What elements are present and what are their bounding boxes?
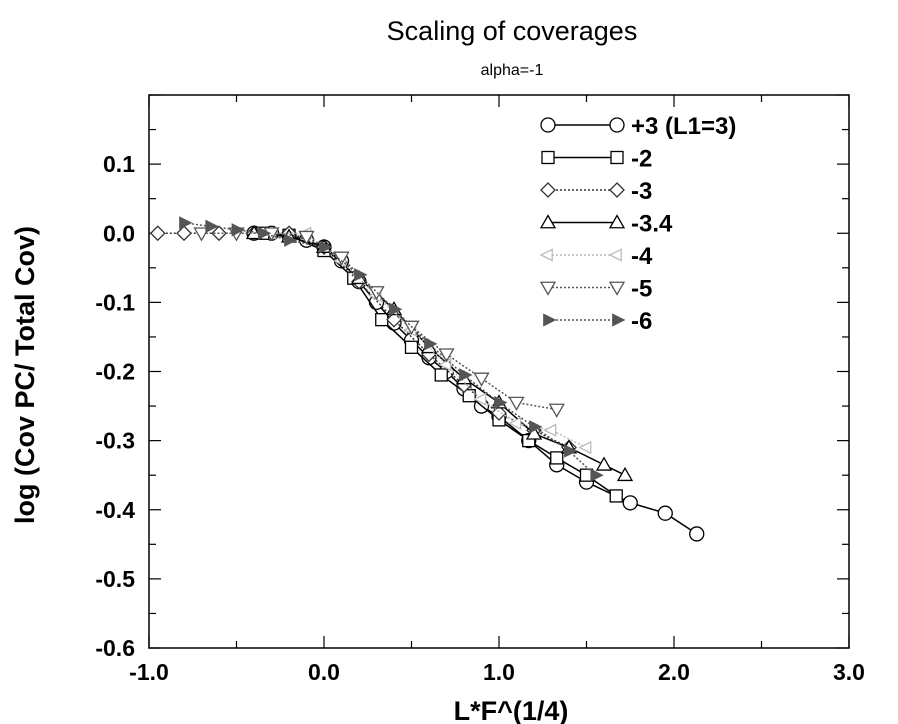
y-tick-label: -0.2 (95, 359, 135, 385)
legend-marker (608, 214, 626, 229)
chart-subtitle: alpha=-1 (481, 62, 544, 79)
series-7 (179, 216, 604, 482)
y-tick-label: -0.1 (95, 289, 135, 315)
data-point (389, 302, 403, 316)
data-point (508, 416, 522, 430)
data-point (375, 313, 389, 327)
data-point (231, 223, 245, 237)
legend-entry: -2 (541, 146, 652, 173)
x-axis-label: L*F^(1/4) (454, 696, 569, 724)
x-tick-label: -1.0 (129, 659, 169, 685)
y-tick-label: 0.1 (103, 151, 135, 177)
data-point (434, 368, 448, 382)
plot-frame (148, 94, 850, 649)
legend-label: -6 (631, 308, 652, 335)
data-point (257, 226, 272, 240)
data-point (459, 368, 473, 382)
series-line (253, 232, 626, 476)
legend-marker (539, 248, 553, 262)
legend-marker (612, 313, 626, 327)
data-point (616, 466, 634, 482)
data-point (550, 451, 564, 465)
data-point (176, 225, 192, 242)
legend-marker (539, 214, 557, 229)
data-point (543, 423, 557, 437)
data-point (354, 268, 368, 282)
legend-marker (541, 150, 555, 165)
data-point (622, 495, 638, 511)
x-tick-labels: -1.0 0.0 1.0 2.0 3.0 (129, 659, 865, 685)
legend-marker (539, 281, 557, 296)
legend-entry: -4 (539, 243, 653, 270)
data-point (564, 444, 578, 458)
data-point (595, 456, 613, 471)
y-axis-label: log (Cov PC/ Total Cov) (10, 226, 40, 524)
chart-title: Scaling of coverages (387, 16, 638, 46)
legend-label: -3.4 (631, 211, 673, 238)
legend-entry: -6 (543, 308, 652, 335)
legend-marker (609, 117, 625, 133)
data-point (386, 311, 402, 328)
y-tick-label: -0.5 (95, 566, 135, 592)
series-layer (149, 216, 705, 542)
series-line (157, 232, 570, 449)
data-point (525, 425, 543, 440)
legend-entry: -3 (540, 178, 652, 205)
data-point (438, 357, 452, 372)
data-point (319, 240, 333, 254)
legend-label: -4 (631, 243, 653, 270)
data-point (193, 227, 210, 242)
legend-entry: -3.4 (539, 211, 673, 238)
x-tick-label: 0.0 (308, 659, 340, 685)
data-point (179, 216, 193, 230)
y-tick-label: -0.3 (95, 428, 135, 454)
legend: +3 (L1=3) -2 -3 -3.4 -4 -5 -6 (539, 113, 736, 335)
legend-marker (608, 248, 622, 262)
data-point (284, 233, 298, 247)
legend-marker (540, 182, 556, 198)
legend-marker (608, 281, 626, 296)
legend-label: +3 (L1=3) (631, 113, 736, 140)
legend-marker (543, 313, 557, 327)
data-point (245, 224, 263, 240)
data-point (424, 337, 438, 351)
y-tick-label: 0.0 (103, 220, 135, 246)
y-tick-label: -0.4 (95, 497, 135, 523)
data-point (438, 348, 455, 363)
legend-label: -3 (631, 178, 652, 205)
data-point (494, 395, 508, 410)
legend-marker (609, 182, 625, 198)
data-point (548, 403, 565, 418)
data-point (689, 526, 705, 542)
data-point (404, 340, 419, 354)
data-point (590, 468, 604, 482)
legend-label: -5 (631, 276, 652, 303)
data-point (609, 489, 623, 503)
x-tick-label: 1.0 (483, 659, 515, 685)
data-point (508, 396, 525, 411)
data-point (149, 225, 166, 242)
data-point (205, 219, 219, 233)
data-point (657, 505, 673, 521)
legend-entry: -5 (539, 276, 652, 303)
legend-label: -2 (631, 146, 652, 173)
data-point (473, 372, 490, 387)
series-1 (246, 225, 705, 542)
data-point (473, 392, 487, 406)
y-tick-labels: 0.1 0.0 -0.1 -0.2 -0.3 -0.4 -0.5 -0.6 (95, 151, 135, 661)
data-point (578, 440, 592, 455)
series-line (201, 232, 557, 411)
data-point (529, 420, 543, 434)
legend-entry: +3 (L1=3) (540, 113, 736, 140)
legend-marker (540, 117, 556, 133)
x-tick-label: 3.0 (833, 659, 865, 685)
data-point (298, 230, 315, 246)
x-tick-label: 2.0 (658, 659, 690, 685)
legend-marker (610, 150, 624, 165)
y-tick-label: -0.6 (95, 635, 135, 661)
axis-ticks (148, 94, 850, 649)
